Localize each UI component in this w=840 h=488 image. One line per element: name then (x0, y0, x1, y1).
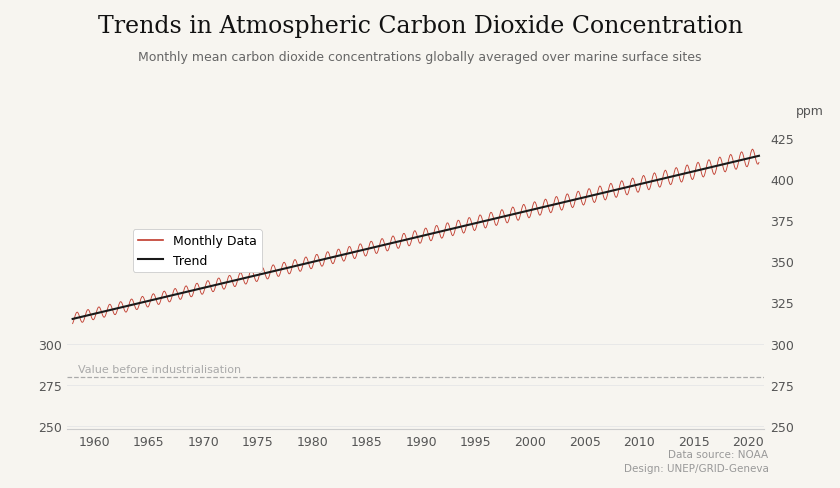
Text: Monthly mean carbon dioxide concentrations globally averaged over marine surface: Monthly mean carbon dioxide concentratio… (139, 51, 701, 64)
Legend: Monthly Data, Trend: Monthly Data, Trend (133, 230, 261, 272)
Text: Trends in Atmospheric Carbon Dioxide Concentration: Trends in Atmospheric Carbon Dioxide Con… (97, 15, 743, 38)
Text: Data source: NOAA
Design: UNEP/GRID-Geneva: Data source: NOAA Design: UNEP/GRID-Gene… (624, 449, 769, 473)
Text: Value before industrialisation: Value before industrialisation (78, 365, 241, 374)
Text: ppm: ppm (795, 105, 824, 118)
